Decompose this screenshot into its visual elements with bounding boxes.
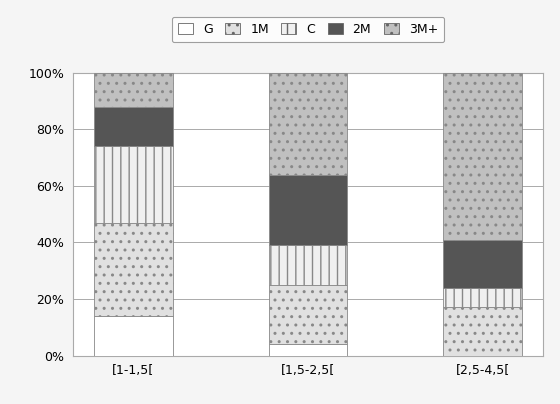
Bar <box>269 73 347 175</box>
Bar <box>94 73 172 107</box>
Bar <box>269 285 347 344</box>
Bar <box>444 307 522 356</box>
Bar <box>269 175 347 245</box>
Bar <box>94 223 172 316</box>
Bar <box>444 240 522 288</box>
Bar <box>444 288 522 307</box>
Legend: G, 1M, C, 2M, 3M+: G, 1M, C, 2M, 3M+ <box>172 17 444 42</box>
Bar <box>444 73 522 240</box>
Bar <box>94 316 172 356</box>
Bar <box>269 245 347 285</box>
Bar <box>269 344 347 356</box>
Bar <box>94 146 172 223</box>
Bar <box>94 107 172 146</box>
